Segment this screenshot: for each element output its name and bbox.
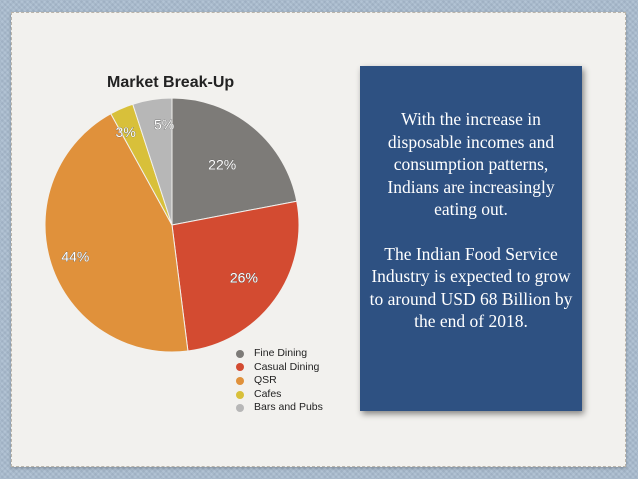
chart-title: Market Break-Up <box>107 74 235 91</box>
info-paragraph-2: The Indian Food Service Industry is expe… <box>369 243 573 332</box>
legend-item-bars-and-pubs: Bars and Pubs <box>236 401 323 415</box>
pie-label-qsr: 44% <box>61 248 89 264</box>
pie-slice-bars-and-pubs <box>132 97 173 226</box>
legend-label: QSR <box>254 374 277 387</box>
legend-swatch <box>236 390 244 399</box>
legend-swatch <box>236 404 244 413</box>
legend-item-casual-dining: Casual Dining <box>236 361 323 375</box>
legend-label: Bars and Pubs <box>254 401 323 414</box>
legend-item-cafes: Cafes <box>236 388 323 402</box>
legend-item-qsr: QSR <box>236 374 323 388</box>
pie-label-cafes: 3% <box>116 124 136 140</box>
legend-swatch <box>236 349 244 358</box>
legend-swatch <box>236 376 244 385</box>
pie-slice-fine-dining <box>171 97 298 226</box>
legend-swatch <box>236 363 244 372</box>
legend-item-fine-dining: Fine Dining <box>236 347 323 361</box>
chart-legend: Fine Dining Casual Dining QSR Cafes Bars and… <box>236 347 323 415</box>
info-paragraph-1: With the increase in disposable incomes … <box>387 109 555 219</box>
legend-label: Cafes <box>254 387 282 400</box>
pie-label-bars-and-pubs: 5% <box>154 117 174 133</box>
pie-label-casual-dining: 26% <box>230 269 258 285</box>
legend-label: Casual Dining <box>254 360 320 373</box>
pie-label-fine-dining: 22% <box>208 156 236 172</box>
info-text-box: With the increase in disposable incomes … <box>360 66 582 411</box>
legend-label: Fine Dining <box>254 347 308 359</box>
pie-slice-casual-dining <box>171 200 300 352</box>
pie-slice-qsr <box>44 113 189 353</box>
